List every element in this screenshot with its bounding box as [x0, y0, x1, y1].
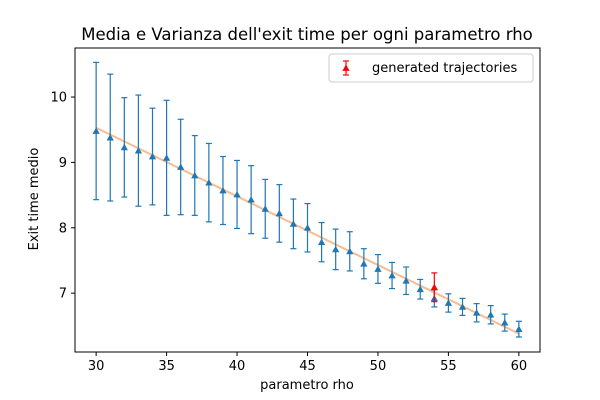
data-point [275, 209, 283, 217]
y-tick-label: 10 [50, 91, 67, 106]
data-point [416, 285, 424, 293]
legend-marker-triangle [342, 64, 350, 71]
data-point [289, 220, 298, 227]
data-point [515, 325, 523, 332]
y-axis-label: Exit time medio [27, 148, 42, 251]
data-point [134, 147, 143, 154]
y-tick-label: 7 [59, 287, 67, 302]
x-tick-label: 60 [511, 359, 528, 374]
x-tick-label: 50 [370, 359, 387, 374]
data-point [233, 190, 241, 198]
data-point [106, 133, 114, 141]
series-highlight [430, 272, 438, 303]
data-point [487, 311, 495, 318]
legend-marker [342, 60, 350, 76]
data-point [472, 309, 481, 316]
plot-area: 30 35 40 45 50 55 60 7 8 9 10 [50, 47, 541, 374]
data-point [501, 318, 509, 326]
data-point [205, 179, 213, 186]
x-axis-label: parametro rho [260, 378, 354, 393]
data-point [148, 152, 157, 160]
data-point [162, 154, 171, 161]
data-point [120, 143, 128, 151]
x-tick-label: 40 [229, 359, 246, 374]
data-point [317, 238, 326, 246]
data-point [303, 224, 312, 231]
data-point [332, 245, 340, 253]
legend-label: generated trajectories [372, 61, 517, 76]
legend: generated trajectories [328, 53, 534, 83]
data-point [458, 303, 467, 310]
legend-box [328, 53, 534, 83]
x-tick-label: 55 [440, 359, 457, 374]
y-tick-label: 8 [59, 221, 67, 236]
data-point [374, 265, 382, 272]
data-point [219, 186, 227, 194]
y-tick-label: 9 [59, 156, 67, 171]
chart-title: Media e Varianza dell'exit time per ogni… [81, 25, 533, 44]
x-tick-label: 45 [299, 359, 316, 374]
data-point [92, 127, 100, 134]
x-tick-label: 30 [88, 359, 105, 374]
data-point [444, 299, 453, 306]
data-point [388, 271, 396, 279]
data-point [430, 283, 438, 291]
data-point [247, 196, 255, 203]
data-point [360, 260, 368, 267]
data-point [191, 171, 199, 179]
data-point [177, 163, 185, 170]
data-point [261, 205, 269, 212]
data-point [346, 247, 354, 255]
x-tick-label: 35 [158, 359, 175, 374]
data-point [402, 277, 410, 284]
